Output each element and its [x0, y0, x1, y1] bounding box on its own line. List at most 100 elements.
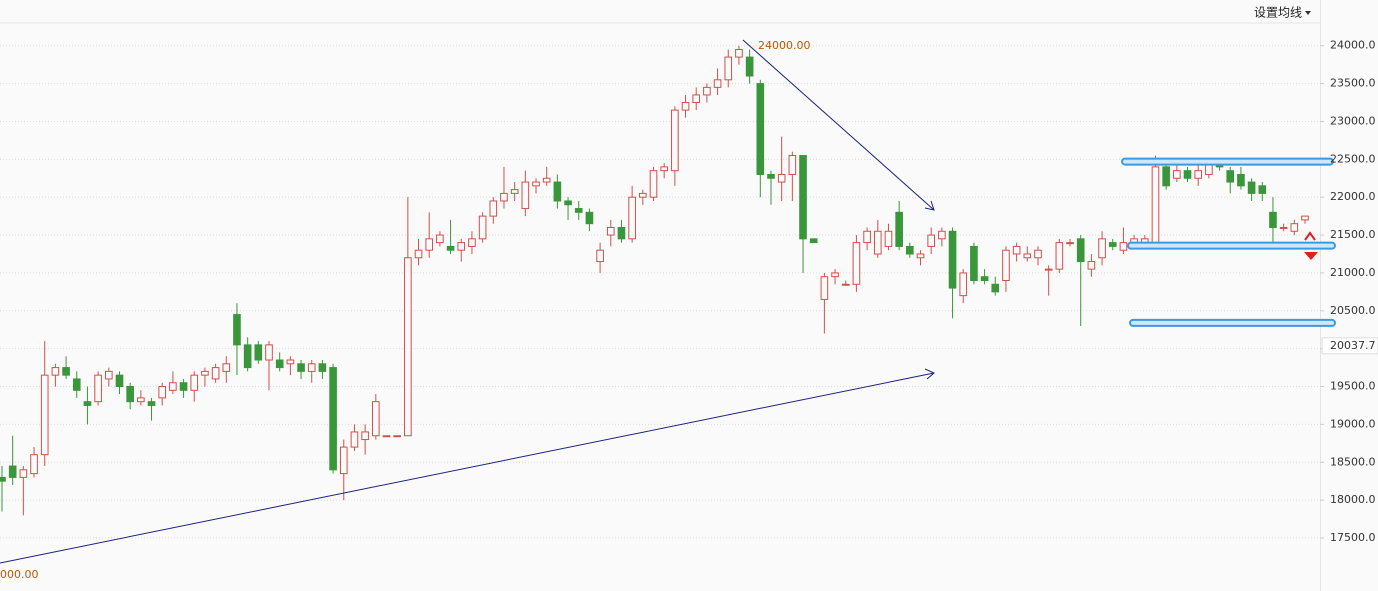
candle-body — [489, 200, 498, 217]
candle-body — [617, 226, 626, 240]
candle-body — [521, 181, 530, 210]
candle-body — [286, 359, 295, 365]
candle-body — [51, 367, 60, 376]
arrow-head — [924, 368, 935, 380]
candle-body — [393, 435, 401, 438]
candle-body — [820, 276, 829, 300]
candle-body — [671, 109, 679, 172]
candle-body — [468, 238, 476, 247]
candle-body — [542, 177, 551, 183]
candle-body — [916, 253, 925, 259]
candle-body — [1301, 215, 1309, 221]
candle-body — [94, 374, 102, 403]
candle-body — [660, 166, 668, 172]
candle-body — [8, 465, 17, 478]
ma-button-label[interactable]: 设置均线 — [1254, 6, 1302, 20]
candle-body — [265, 344, 273, 361]
grid — [0, 45, 1324, 539]
last-price-label: 20037.7 — [1330, 339, 1376, 352]
candle-body — [681, 102, 690, 111]
candle-body — [0, 476, 6, 482]
trend-lines — [0, 39, 935, 564]
candle-body — [137, 397, 145, 403]
candle-body — [147, 401, 156, 406]
y-tick-label: 19000.0 — [1330, 417, 1376, 430]
candle-body — [1247, 181, 1256, 194]
candle-body — [852, 242, 861, 285]
candle-body — [884, 230, 893, 247]
arrow-head — [924, 200, 935, 211]
candle-body — [361, 431, 369, 441]
y-tick-label: 23000.0 — [1330, 114, 1376, 127]
y-tick-label: 21500.0 — [1330, 228, 1376, 241]
candle-body — [297, 363, 305, 372]
y-tick-label: 24000.0 — [1330, 39, 1376, 52]
candles — [0, 45, 1309, 516]
candle-body — [831, 272, 839, 278]
annotation: 000.00 — [0, 568, 39, 581]
candle-body — [382, 435, 391, 438]
y-tick-label: 22000.0 — [1330, 190, 1376, 203]
candle-body — [895, 211, 903, 247]
candle-body — [1034, 249, 1042, 259]
candle-body — [478, 215, 487, 240]
candle-body — [275, 359, 284, 369]
y-tick-label: 23500.0 — [1330, 77, 1376, 90]
candle-body — [1066, 242, 1074, 245]
candle-body — [564, 200, 572, 206]
trend-line — [742, 39, 935, 211]
candle-body — [532, 181, 540, 187]
candle-body — [211, 367, 220, 380]
candle-body — [724, 56, 733, 81]
candle-body — [179, 382, 188, 391]
ma-button[interactable]: 设置均线 — [1254, 6, 1311, 20]
down-arrow-icon — [1304, 252, 1318, 260]
candle-body — [510, 189, 519, 194]
candle-body — [30, 454, 38, 475]
candle-body — [1269, 211, 1277, 228]
candle-body — [1194, 170, 1203, 179]
trend-line — [0, 372, 935, 564]
levels — [1121, 157, 1336, 327]
candle-body — [1173, 170, 1181, 179]
y-tick-label: 21000.0 — [1330, 266, 1376, 279]
candle-body — [190, 374, 199, 391]
candle-body — [959, 272, 968, 297]
candle-body — [446, 245, 455, 251]
candle-body — [500, 192, 508, 202]
candle-body — [1023, 253, 1032, 259]
candle-body — [799, 155, 807, 240]
candle-body — [126, 386, 134, 403]
candle-body — [457, 242, 466, 251]
y-tick-label: 17500.0 — [1330, 531, 1376, 544]
annotation: 24000.00 — [758, 39, 811, 52]
dropdown-caret[interactable] — [1305, 11, 1311, 15]
candle-body — [788, 155, 797, 175]
candle-body — [72, 378, 81, 391]
candle-body — [233, 314, 241, 346]
candle-body — [756, 83, 765, 175]
last-price-box — [1321, 337, 1378, 355]
candle-body — [606, 226, 615, 236]
candle-body — [19, 469, 28, 478]
candle-body — [372, 401, 380, 437]
candle-body — [169, 382, 177, 391]
candle-body — [927, 234, 935, 247]
candle-body — [404, 257, 412, 437]
candle-body — [1151, 166, 1160, 244]
candle-body — [339, 446, 348, 475]
candle-body — [1183, 170, 1192, 179]
candle-body — [809, 238, 818, 244]
candle-body — [1162, 166, 1170, 187]
candle-body — [991, 283, 1000, 293]
candle-body — [777, 173, 786, 183]
candle-body — [735, 49, 743, 58]
candle-body — [1076, 238, 1085, 263]
candle-body — [62, 367, 70, 376]
candle-body — [436, 234, 444, 244]
candle-body — [970, 245, 978, 281]
candle-body — [745, 56, 754, 77]
candle-body — [414, 249, 423, 259]
